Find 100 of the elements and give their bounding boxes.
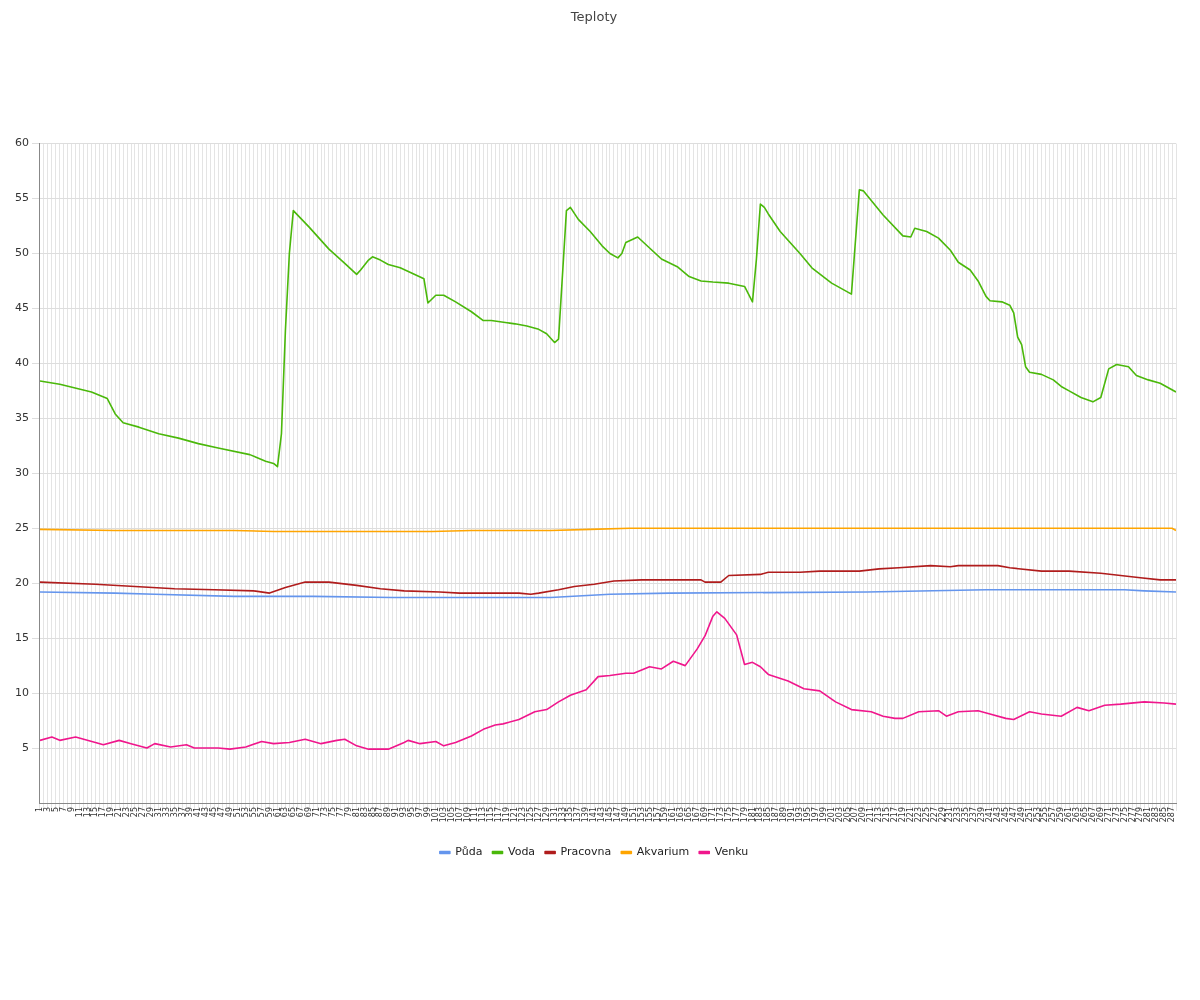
x-tick-label: 51 — [232, 807, 242, 818]
x-tick-label: 227 — [929, 807, 939, 823]
x-tick-label: 179 — [739, 807, 749, 823]
x-tick-label: 283 — [1151, 807, 1161, 823]
x-tick-label: 171 — [707, 807, 717, 823]
x-tick-label: 113 — [478, 807, 488, 823]
x-tick-label: 117 — [494, 807, 504, 823]
x-tick-label: 207 — [850, 807, 860, 823]
y-tick-label: 40 — [15, 356, 29, 370]
x-tick-label: 253 — [1032, 807, 1042, 823]
y-tick-label: 30 — [15, 466, 29, 480]
y-tick-label: 10 — [15, 685, 29, 699]
x-tick-label: 105 — [446, 807, 456, 823]
x-tick-label: 29 — [145, 807, 155, 818]
x-tick-label: 81 — [351, 807, 361, 818]
x-tick-label: 21 — [114, 807, 124, 818]
x-tick-label: 87 — [375, 807, 385, 818]
x-tick-label: 85 — [367, 807, 377, 818]
x-tick-label: 173 — [715, 807, 725, 823]
x-tick-label: 17 — [98, 807, 108, 818]
x-tick-label: 145 — [605, 807, 615, 823]
x-tick-label: 93 — [399, 807, 409, 818]
legend-label: Akvarium — [636, 845, 690, 859]
x-tick-label: 59 — [264, 807, 274, 818]
x-tick-label: 111 — [470, 807, 480, 823]
x-tick-label: 19 — [106, 807, 116, 818]
legend-label: Půda — [455, 845, 483, 859]
x-tick-label: 211 — [866, 807, 876, 823]
x-tick-label: 33 — [161, 807, 171, 818]
x-tick-label: 261 — [1064, 807, 1074, 823]
x-tick-label: 15 — [90, 807, 100, 818]
x-tick-label: 169 — [700, 807, 710, 823]
x-tick-label: 165 — [684, 807, 694, 823]
x-tick-label: 241 — [985, 807, 995, 823]
x-tick-label: 143 — [597, 807, 607, 823]
x-tick-label: 103 — [438, 807, 448, 823]
x-tick-label: 83 — [359, 807, 369, 818]
x-tick-label: 7 — [58, 807, 68, 813]
x-tick-label: 41 — [193, 807, 203, 818]
x-tick-label: 229 — [937, 807, 947, 823]
x-tick-label: 135 — [565, 807, 575, 823]
x-tick-label: 217 — [890, 807, 900, 823]
x-tick-label: 67 — [296, 807, 306, 818]
x-tick-label: 99 — [422, 807, 432, 818]
x-tick-label: 149 — [620, 807, 630, 823]
x-tick-label: 5 — [50, 807, 60, 813]
x-tick-label: 267 — [1087, 807, 1097, 823]
x-tick-label: 209 — [858, 807, 868, 823]
x-tick-label: 205 — [842, 807, 852, 823]
x-tick-label: 163 — [676, 807, 686, 823]
x-tick-label: 27 — [137, 807, 147, 818]
x-tick-label: 89 — [383, 807, 393, 818]
x-tick-label: 101 — [430, 807, 440, 823]
x-tick-label: 57 — [256, 807, 266, 818]
x-tick-label: 79 — [343, 807, 353, 818]
x-tick-label: 119 — [502, 807, 512, 823]
x-tick-label: 215 — [882, 807, 892, 823]
y-tick-label: 45 — [15, 301, 29, 315]
x-tick-label: 231 — [945, 807, 955, 823]
x-tick-label: 281 — [1143, 807, 1153, 823]
legend-label: Venku — [714, 845, 749, 859]
x-tick-label: 97 — [415, 807, 425, 818]
x-tick-label: 213 — [874, 807, 884, 823]
x-tick-label: 71 — [312, 807, 322, 818]
x-tick-label: 153 — [636, 807, 646, 823]
x-tick-label: 49 — [225, 807, 235, 818]
x-tick-label: 121 — [510, 807, 520, 823]
x-tick-label: 287 — [1167, 807, 1177, 823]
y-tick-label: 25 — [15, 521, 29, 535]
x-tick-label: 141 — [589, 807, 599, 823]
x-tick-label: 61 — [272, 807, 282, 818]
x-tick-label: 199 — [818, 807, 828, 823]
x-tick-label: 109 — [462, 807, 472, 823]
x-tick-label: 11 — [74, 807, 84, 818]
chart-title: Teploty — [569, 9, 618, 25]
x-tick-label: 131 — [549, 807, 559, 823]
x-tick-label: 123 — [517, 807, 527, 823]
x-tick-label: 219 — [897, 807, 907, 823]
x-tick-label: 63 — [280, 807, 290, 818]
x-tick-label: 133 — [557, 807, 567, 823]
y-tick-label: 55 — [15, 191, 29, 205]
x-tick-label: 251 — [1024, 807, 1034, 823]
x-tick-label: 151 — [628, 807, 638, 823]
x-tick-label: 257 — [1048, 807, 1058, 823]
x-tick-label: 203 — [834, 807, 844, 823]
x-tick-label: 221 — [905, 807, 915, 823]
x-tick-label: 25 — [130, 807, 140, 818]
x-tick-label: 39 — [185, 807, 195, 818]
x-tick-label: 53 — [240, 807, 250, 818]
x-tick-label: 225 — [921, 807, 931, 823]
x-tick-label: 271 — [1103, 807, 1113, 823]
x-tick-label: 167 — [692, 807, 702, 823]
x-tick-label: 13 — [82, 807, 92, 818]
x-tick-label: 223 — [913, 807, 923, 823]
x-tick-label: 161 — [668, 807, 678, 823]
y-tick-label: 50 — [15, 246, 29, 260]
x-tick-label: 235 — [961, 807, 971, 823]
x-tick-label: 243 — [992, 807, 1002, 823]
x-tick-label: 255 — [1040, 807, 1050, 823]
x-tick-label: 197 — [810, 807, 820, 823]
